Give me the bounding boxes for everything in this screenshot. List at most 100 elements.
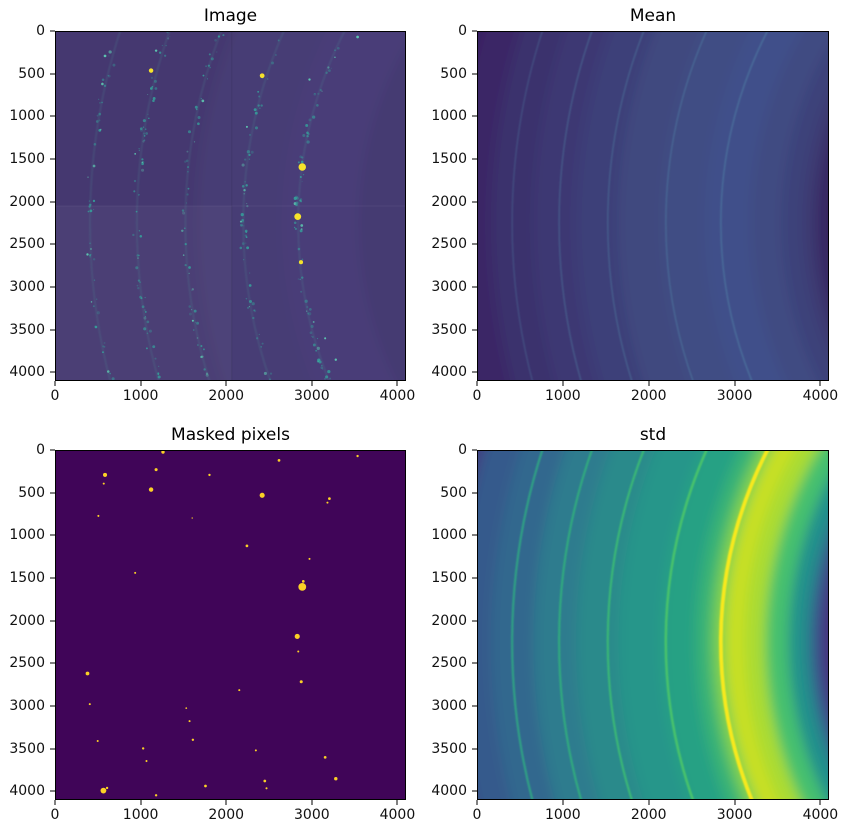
- x-tick-mark: [562, 800, 564, 805]
- y-tick-label: 1500: [431, 151, 467, 168]
- y-tick-label: 0: [458, 442, 467, 458]
- y-tick-label: 0: [36, 442, 45, 458]
- x-tick-label: 0: [472, 388, 482, 404]
- y-tick-mark: [50, 705, 55, 707]
- x-tick-mark: [648, 800, 650, 805]
- x-tick-label: 3000: [294, 807, 330, 823]
- subplot-mean: Mean 0 1000 2000 3000 4000 0 500 1000 1500 2000 25…: [431, 6, 838, 404]
- subplot-std-title: std: [639, 425, 667, 445]
- y-tick-label: 2500: [431, 236, 467, 253]
- y-tick-mark: [50, 115, 55, 117]
- y-tick-mark: [50, 286, 55, 288]
- y-tick-label: 500: [18, 484, 45, 501]
- x-tick-label: 3000: [294, 388, 330, 404]
- y-tick-label: 1500: [9, 570, 45, 587]
- y-tick-mark: [50, 790, 55, 792]
- y-tick-label: 3000: [9, 279, 45, 296]
- y-tick-mark: [472, 243, 477, 245]
- x-tick-mark: [54, 800, 56, 805]
- x-tick-label: 1000: [122, 807, 159, 823]
- x-tick-label: 1000: [545, 807, 581, 823]
- y-tick-mark: [50, 449, 55, 451]
- y-tick-mark: [472, 748, 477, 750]
- y-tick-mark: [472, 662, 477, 664]
- image-heatmap: [56, 32, 405, 380]
- x-tick-mark: [562, 381, 564, 386]
- y-tick-mark: [472, 534, 477, 536]
- x-tick-label: 1000: [122, 388, 159, 404]
- x-tick-mark: [396, 800, 398, 805]
- y-tick-label: 1000: [431, 108, 467, 125]
- y-tick-label: 1500: [431, 570, 467, 587]
- y-tick-mark: [472, 286, 477, 288]
- y-tick-label: 3500: [431, 740, 467, 757]
- x-tick-mark: [311, 381, 313, 386]
- x-tick-mark: [734, 800, 736, 805]
- y-tick-label: 2000: [431, 612, 467, 629]
- y-tick-mark: [472, 73, 477, 75]
- subplot-image-plot: [55, 31, 406, 381]
- y-tick-mark: [50, 492, 55, 494]
- subplot-mean-plot: [477, 31, 829, 381]
- y-tick-label: 1000: [431, 527, 467, 544]
- subplot-mean-title: Mean: [629, 6, 677, 26]
- x-tick-mark: [225, 381, 227, 386]
- y-tick-label: 1000: [9, 527, 45, 544]
- y-tick-mark: [472, 577, 477, 579]
- y-tick-mark: [472, 371, 477, 373]
- x-tick-label: 1000: [545, 388, 581, 404]
- y-tick-mark: [50, 329, 55, 331]
- x-tick-label: 2000: [208, 388, 245, 404]
- y-tick-label: 0: [458, 23, 467, 39]
- masked-pixels-heatmap: [56, 451, 405, 799]
- y-tick-label: 2500: [9, 655, 45, 672]
- y-tick-label: 1500: [9, 151, 45, 168]
- mean-heatmap: [478, 32, 828, 380]
- y-tick-mark: [472, 158, 477, 160]
- subplot-masked-pixels-title: Masked pixels: [171, 425, 290, 445]
- x-tick-mark: [311, 800, 313, 805]
- x-tick-label: 0: [50, 807, 60, 823]
- x-tick-label: 4000: [802, 807, 839, 823]
- x-tick-label: 0: [50, 388, 60, 404]
- y-tick-mark: [472, 115, 477, 117]
- x-tick-mark: [819, 800, 821, 805]
- y-tick-label: 2000: [9, 612, 45, 629]
- x-tick-mark: [54, 381, 56, 386]
- y-tick-mark: [50, 201, 55, 203]
- x-tick-mark: [225, 800, 227, 805]
- x-tick-label: 4000: [379, 388, 416, 404]
- y-tick-mark: [50, 748, 55, 750]
- y-tick-label: 4000: [431, 783, 467, 800]
- x-tick-mark: [140, 381, 142, 386]
- y-tick-mark: [50, 371, 55, 373]
- y-tick-label: 4000: [431, 364, 467, 381]
- y-tick-mark: [472, 30, 477, 32]
- x-tick-label: 2000: [630, 388, 667, 404]
- subplot-image-title: Image: [203, 6, 258, 26]
- y-tick-mark: [472, 705, 477, 707]
- subplot-masked-pixels-plot: [55, 450, 406, 800]
- x-tick-label: 4000: [802, 388, 839, 404]
- y-tick-mark: [472, 620, 477, 622]
- y-tick-mark: [50, 662, 55, 664]
- x-tick-label: 3000: [716, 807, 753, 823]
- y-tick-label: 3000: [431, 279, 467, 296]
- y-tick-label: 3000: [431, 698, 467, 715]
- y-tick-label: 2500: [9, 236, 45, 253]
- y-tick-mark: [472, 790, 477, 792]
- y-tick-mark: [472, 201, 477, 203]
- subplot-masked-pixels: Masked pixels 0 1000 2000 3000 4000 0 500 1000 1…: [9, 425, 415, 823]
- y-tick-label: 500: [18, 65, 45, 82]
- y-tick-mark: [472, 329, 477, 331]
- y-tick-mark: [50, 577, 55, 579]
- y-tick-label: 3000: [9, 698, 45, 715]
- x-tick-label: 4000: [379, 807, 416, 823]
- y-tick-label: 4000: [9, 783, 45, 800]
- y-tick-label: 2500: [431, 655, 467, 672]
- y-tick-mark: [50, 243, 55, 245]
- x-tick-mark: [476, 800, 478, 805]
- x-tick-mark: [648, 381, 650, 386]
- y-tick-label: 3500: [431, 321, 467, 338]
- x-tick-mark: [819, 381, 821, 386]
